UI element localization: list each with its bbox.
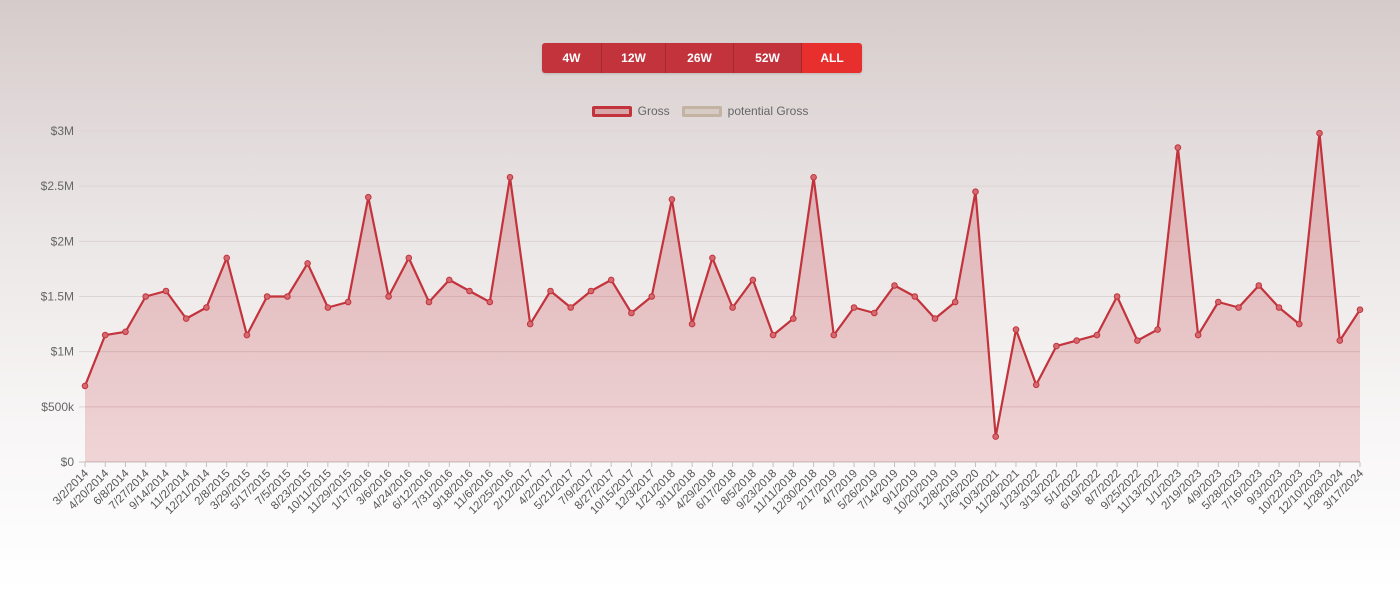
chart-legend: Gross potential Gross — [0, 104, 1400, 118]
y-tick-label: $0 — [61, 455, 75, 469]
gross-data-point[interactable] — [1174, 144, 1182, 151]
gross-data-point[interactable] — [871, 309, 878, 317]
gross-data-point[interactable] — [1336, 337, 1344, 344]
gross-data-point[interactable] — [992, 433, 1000, 440]
gross-data-point[interactable] — [405, 254, 413, 262]
gross-data-point[interactable] — [526, 320, 534, 328]
gross-data-point[interactable] — [972, 188, 979, 195]
gross-data-point[interactable] — [1093, 331, 1101, 339]
gross-data-point[interactable] — [486, 298, 494, 306]
gross-data-point[interactable] — [223, 254, 230, 262]
gross-data-point[interactable] — [1134, 337, 1141, 344]
gross-data-point[interactable] — [1032, 381, 1040, 389]
gross-data-point[interactable] — [891, 282, 898, 289]
gross-data-point[interactable] — [587, 287, 595, 295]
range-26w-button[interactable]: 26W — [666, 43, 734, 73]
gross-data-point[interactable] — [1255, 282, 1263, 289]
gross-area — [85, 133, 1360, 462]
range-12w-button[interactable]: 12W — [602, 43, 666, 73]
y-tick-label: $500k — [41, 400, 75, 414]
gross-series-points — [81, 129, 1364, 440]
gross-data-point[interactable] — [385, 293, 392, 300]
gross-data-point[interactable] — [1235, 304, 1242, 311]
y-tick-label: $1.5M — [41, 290, 74, 304]
legend-label-potential-gross: potential Gross — [727, 104, 809, 118]
gross-data-point[interactable] — [607, 276, 615, 284]
gross-data-point[interactable] — [790, 315, 797, 322]
y-tick-label: $2M — [51, 234, 74, 248]
gross-data-point[interactable] — [446, 276, 453, 284]
gross-data-point[interactable] — [729, 304, 736, 311]
gross-data-point[interactable] — [567, 304, 575, 311]
gross-data-point[interactable] — [648, 293, 656, 300]
legend-item-gross[interactable]: Gross — [591, 104, 670, 118]
gross-data-point[interactable] — [466, 287, 473, 295]
gross-data-point[interactable] — [1053, 342, 1060, 350]
gross-data-point[interactable] — [81, 382, 89, 390]
gross-data-point[interactable] — [243, 331, 251, 339]
gross-data-point[interactable] — [365, 193, 372, 201]
gross-data-point[interactable] — [1215, 298, 1222, 306]
y-tick-label: $1M — [51, 345, 74, 359]
gross-data-point[interactable] — [668, 196, 676, 203]
y-axis-ticks: $0 $500k $1M $1.5M $2M $2.5M $3M — [41, 124, 75, 469]
gross-data-point[interactable] — [284, 293, 291, 300]
gross-data-point[interactable] — [101, 331, 109, 339]
gross-data-point[interactable] — [1012, 326, 1020, 333]
gross-data-point[interactable] — [749, 276, 757, 284]
time-range-selector: 4W 12W 26W 52W ALL — [542, 43, 862, 73]
x-axis-ticks: 3/2/20144/20/20146/8/20147/27/20149/14/2… — [51, 462, 1367, 517]
gross-data-point[interactable] — [1154, 326, 1161, 333]
legend-label-gross: Gross — [637, 104, 670, 118]
y-tick-label: $3M — [51, 124, 74, 138]
gross-data-point[interactable] — [810, 174, 817, 181]
gross-data-point[interactable] — [1316, 129, 1323, 137]
range-4w-button[interactable]: 4W — [542, 43, 602, 73]
gross-data-point[interactable] — [1296, 320, 1303, 328]
gross-data-point[interactable] — [344, 298, 352, 306]
gross-data-point[interactable] — [506, 174, 514, 181]
gross-data-point[interactable] — [1194, 331, 1202, 339]
gross-series-line — [83, 132, 1361, 438]
gross-data-point[interactable] — [830, 331, 838, 339]
gross-data-point[interactable] — [142, 293, 149, 300]
gross-data-point[interactable] — [628, 309, 635, 317]
gross-data-point[interactable] — [547, 287, 554, 295]
gross-data-point[interactable] — [1275, 304, 1283, 311]
range-52w-button[interactable]: 52W — [734, 43, 802, 73]
gross-data-point[interactable] — [304, 260, 311, 267]
gross-data-point[interactable] — [931, 315, 939, 322]
gross-data-point[interactable] — [122, 328, 129, 336]
legend-item-potential-gross[interactable]: potential Gross — [681, 104, 809, 118]
gross-data-point[interactable] — [769, 331, 777, 339]
gross-data-point[interactable] — [425, 298, 433, 306]
gross-data-point[interactable] — [263, 293, 271, 300]
gross-data-point[interactable] — [324, 304, 332, 311]
gross-data-point[interactable] — [850, 304, 858, 311]
y-tick-label: $2.5M — [41, 179, 74, 193]
gross-data-point[interactable] — [1356, 306, 1364, 314]
gross-data-point[interactable] — [1073, 337, 1080, 344]
gross-data-point[interactable] — [182, 315, 190, 322]
range-all-button[interactable]: ALL — [802, 43, 862, 73]
gross-data-point[interactable] — [951, 298, 959, 306]
legend-swatch-gross — [591, 105, 632, 117]
gross-data-point[interactable] — [162, 287, 170, 295]
gross-data-point[interactable] — [1113, 293, 1121, 300]
gross-data-point[interactable] — [203, 304, 210, 311]
legend-swatch-potential-gross — [681, 105, 722, 117]
gross-data-point[interactable] — [709, 254, 716, 262]
gross-data-point[interactable] — [911, 293, 919, 300]
gross-data-point[interactable] — [688, 320, 696, 328]
